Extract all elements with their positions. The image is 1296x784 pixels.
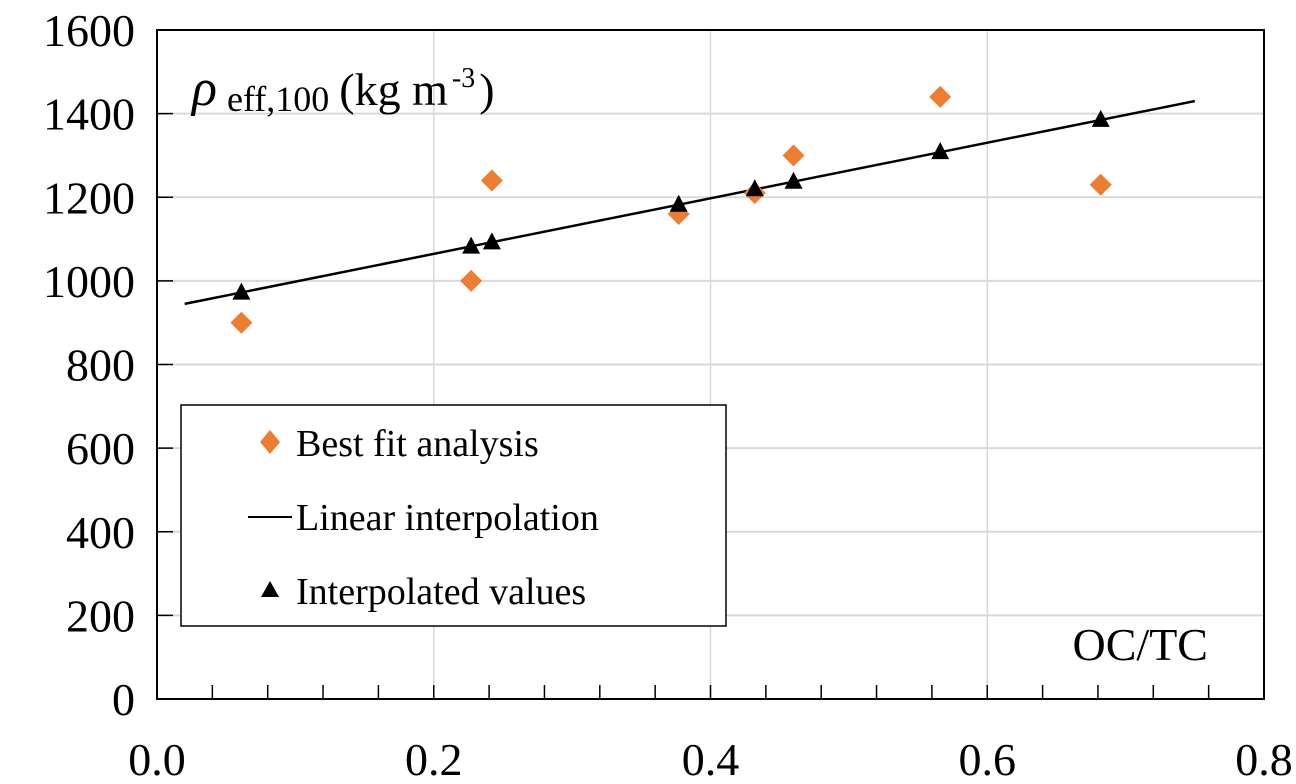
unit-main: (kg m <box>339 64 448 115</box>
y-tick-label: 600 <box>66 423 135 474</box>
y-tick-label: 200 <box>66 590 135 641</box>
legend-label-linear: Linear interpolation <box>296 497 599 539</box>
x-tick-label: 0.8 <box>1235 734 1293 784</box>
interpolated-point <box>232 282 251 300</box>
unit-close: ) <box>479 64 494 115</box>
interpolated-point <box>669 194 688 212</box>
rho-symbol: ρ <box>190 60 217 117</box>
x-tick-label: 0.0 <box>128 734 186 784</box>
best-fit-point <box>1089 173 1112 196</box>
interpolated-point <box>745 179 764 197</box>
y-axis-annotation: ρ eff,100 (kg m -3 ) <box>190 60 495 119</box>
rho-subscript: eff,100 <box>227 79 329 119</box>
legend-triangle-icon <box>261 581 279 597</box>
interpolated-point <box>784 171 803 189</box>
x-tick-label: 0.2 <box>405 734 463 784</box>
legend-diamond-icon <box>260 430 280 454</box>
interpolated-point <box>1091 109 1110 127</box>
best-fit-point <box>480 169 503 192</box>
interpolated-point <box>462 236 481 254</box>
x-axis-annotation: OC/TC <box>1073 619 1208 670</box>
best-fit-point <box>230 311 253 334</box>
x-tick-label: 0.6 <box>959 734 1017 784</box>
best-fit-point <box>929 85 952 108</box>
y-tick-label: 400 <box>66 507 135 558</box>
y-tick-label: 1200 <box>43 172 135 223</box>
y-tick-label: 1000 <box>43 256 135 307</box>
data-marks <box>184 85 1196 334</box>
y-tick-labels: 0 200 400 600 800 1000 1200 1400 1600 <box>43 5 135 725</box>
plot-frame <box>156 29 1265 700</box>
x-tick-labels: 0.0 0.2 0.4 0.6 0.8 <box>128 734 1293 784</box>
y-tick-label: 0 <box>112 674 135 725</box>
best-fit-point <box>460 269 483 292</box>
y-tick-label: 1600 <box>43 5 135 56</box>
unit-superscript: -3 <box>452 63 475 94</box>
x-tick-label: 0.4 <box>682 734 740 784</box>
y-tick-label: 800 <box>66 340 135 391</box>
legend-label-interpolated: Interpolated values <box>296 571 586 613</box>
interpolated-point <box>931 142 950 160</box>
y-tick-label: 1400 <box>43 89 135 140</box>
interpolated-point <box>482 232 501 250</box>
linear-interpolation-line <box>184 99 1196 306</box>
legend: Best fit analysis Linear interpolation I… <box>180 404 727 627</box>
legend-label-best-fit: Best fit analysis <box>296 423 539 465</box>
best-fit-point <box>782 144 805 167</box>
axes <box>156 29 1265 700</box>
